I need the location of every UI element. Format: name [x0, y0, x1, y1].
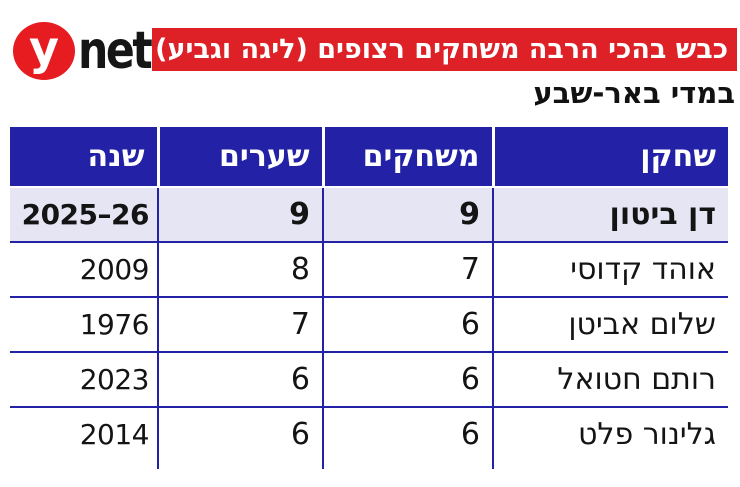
cell-year: 2025–26 [10, 187, 158, 242]
table-row: גלינור פלט 6 6 2014 [10, 406, 728, 461]
stats-table-container: שחקן משחקים שערים שנה דן ביטון 9 9 2025–… [10, 127, 728, 469]
cell-goals: 9 [157, 187, 323, 242]
cell-player: גלינור פלט [492, 406, 728, 461]
cell-year: 2009 [10, 241, 158, 297]
cell-goals: 7 [157, 296, 323, 352]
table-row: שלום אביטן 6 7 1976 [10, 296, 728, 352]
col-header-year: שנה [10, 127, 158, 188]
grid-line-extension [10, 461, 728, 469]
cell-games: 7 [322, 241, 493, 297]
cell-player: שלום אביטן [492, 296, 728, 352]
cell-year: 1976 [10, 296, 158, 352]
ynet-logo: y net [13, 22, 166, 80]
cell-goals: 6 [157, 351, 323, 407]
cell-player: דן ביטון [492, 187, 728, 242]
cell-player: רותם חטואל [492, 351, 728, 407]
cell-goals: 8 [157, 241, 323, 297]
col-header-player: שחקן [491, 127, 728, 188]
header-row: שחקן משחקים שערים שנה [10, 127, 728, 188]
col-header-games: משחקים [321, 127, 493, 188]
cell-goals: 6 [157, 406, 323, 461]
ynet-y-icon: y [13, 22, 75, 80]
table-row: רותם חטואל 6 6 2023 [10, 351, 728, 407]
logo-net-text: net [78, 21, 153, 81]
cell-year: 2014 [10, 406, 158, 461]
stats-table: שחקן משחקים שערים שנה דן ביטון 9 9 2025–… [10, 127, 728, 469]
cell-games: 6 [322, 351, 493, 407]
title-banner: כבש בהכי הרבה משחקים רצופים (ליגה וגביע) [152, 28, 737, 71]
cell-player: אוהד קדוסי [492, 241, 728, 297]
col-header-goals: שערים [156, 127, 323, 188]
chart-subtitle: במדי באר-שבע [533, 76, 735, 110]
table-row-highlighted: דן ביטון 9 9 2025–26 [10, 187, 728, 242]
table-row: אוהד קדוסי 7 8 2009 [10, 241, 728, 297]
cell-games: 6 [322, 296, 493, 352]
cell-year: 2023 [10, 351, 158, 407]
cell-games: 9 [322, 187, 493, 242]
cell-games: 6 [322, 406, 493, 461]
logo-y-letter: y [29, 21, 59, 75]
